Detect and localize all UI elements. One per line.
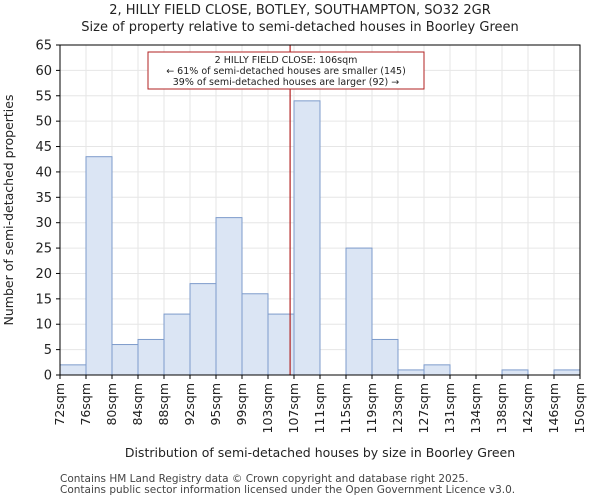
annotation-line: 39% of semi-detached houses are larger (… — [173, 77, 400, 88]
annotation-line: 2 HILLY FIELD CLOSE: 106sqm — [215, 55, 358, 66]
y-tick-label: 10 — [35, 318, 52, 333]
y-axis-label: Number of semi-detached properties — [1, 95, 16, 326]
y-tick-label: 65 — [35, 39, 52, 54]
y-tick-label: 0 — [44, 369, 52, 384]
y-tick-label: 40 — [35, 165, 52, 180]
histogram-bar — [293, 100, 321, 376]
y-tick-label: 35 — [35, 191, 52, 206]
histogram-bar — [345, 247, 373, 376]
histogram-bar — [501, 369, 529, 376]
histogram-bar — [163, 313, 191, 376]
y-tick-label: 5 — [44, 343, 52, 358]
y-tick-label: 55 — [35, 89, 52, 104]
annotation-box — [147, 51, 425, 90]
histogram-bar — [111, 344, 139, 376]
histogram-bar — [215, 217, 243, 376]
x-tick-label: 131sqm — [442, 383, 457, 433]
marker-layer: 2 HILLY FIELD CLOSE: 106sqm← 61% of semi… — [147, 45, 425, 375]
x-tick-label: 138sqm — [494, 383, 509, 433]
y-tick-label: 25 — [35, 242, 52, 257]
x-tick-label: 107sqm — [286, 383, 301, 433]
x-tick-label: 127sqm — [416, 383, 431, 433]
x-axis-label: Distribution of semi-detached houses by … — [125, 445, 515, 460]
x-tick-label: 142sqm — [520, 383, 535, 433]
x-tick-label: 99sqm — [234, 383, 249, 426]
histogram-bar — [241, 293, 269, 376]
x-axis: 72sqm 76sqm 80sqm 84sqm 88sqm 92sqm 95sqm 99sqm… — [52, 375, 587, 433]
x-tick-label: 95sqm — [208, 383, 223, 426]
histogram-bar — [371, 338, 399, 376]
histogram-bar — [553, 369, 581, 376]
histogram-bar — [85, 156, 113, 376]
x-tick-label: 115sqm — [338, 383, 353, 433]
x-tick-label: 92sqm — [182, 383, 197, 426]
x-tick-label: 84sqm — [130, 383, 145, 426]
x-tick-label: 134sqm — [468, 383, 483, 433]
y-tick-label: 20 — [35, 267, 52, 282]
y-tick-label: 30 — [35, 216, 52, 231]
footer-copyright: Contains HM Land Registry data © Crown c… — [60, 473, 469, 485]
histogram-bar — [189, 283, 217, 376]
x-tick-label: 80sqm — [104, 383, 119, 426]
x-tick-label: 103sqm — [260, 383, 275, 433]
x-tick-label: 111sqm — [312, 383, 327, 433]
x-tick-label: 146sqm — [546, 383, 561, 433]
chart-title: 2, HILLY FIELD CLOSE, BOTLEY, SOUTHAMPTO… — [109, 3, 491, 18]
x-tick-label: 123sqm — [390, 383, 405, 433]
x-tick-label: 150sqm — [572, 383, 587, 433]
histogram-bar — [423, 364, 451, 376]
annotation-line: ← 61% of semi-detached houses are smalle… — [166, 66, 406, 77]
y-axis: 0 5 10 15 20 25 30 35 40 45 50 55 60 65 — [35, 39, 60, 384]
histogram-bar — [397, 369, 425, 376]
y-tick-label: 50 — [35, 115, 52, 130]
histogram-bar — [137, 338, 165, 376]
x-tick-label: 88sqm — [156, 383, 171, 426]
footer-licence: Contains public sector information licen… — [60, 484, 516, 496]
y-tick-label: 45 — [35, 140, 52, 155]
x-tick-label: 119sqm — [364, 383, 379, 433]
chart-subtitle: Size of property relative to semi-detach… — [81, 20, 519, 35]
x-tick-label: 72sqm — [52, 383, 67, 426]
y-tick-label: 60 — [35, 64, 52, 79]
x-tick-label: 76sqm — [78, 383, 93, 426]
y-tick-label: 15 — [35, 292, 52, 307]
histogram-bar — [59, 364, 87, 376]
